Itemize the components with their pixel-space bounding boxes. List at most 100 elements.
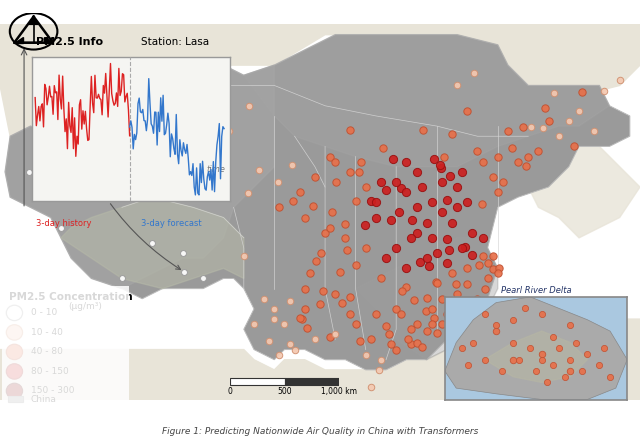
Point (355, 158, 365, 165)
Point (351, 262, 361, 269)
Point (371, 214, 381, 221)
Polygon shape (0, 319, 640, 400)
Point (462, 107, 472, 114)
Point (365, 336, 376, 343)
Point (477, 234, 488, 241)
Point (330, 158, 340, 165)
Point (301, 325, 312, 332)
Point (287, 161, 297, 168)
Text: time: time (207, 165, 225, 174)
Point (571, 339, 581, 346)
Point (355, 338, 365, 345)
Point (493, 265, 504, 272)
Point (254, 166, 264, 173)
Point (376, 356, 386, 363)
Point (518, 124, 528, 131)
Point (284, 297, 294, 304)
Point (198, 275, 208, 282)
Point (275, 204, 285, 211)
Point (526, 124, 536, 131)
Point (376, 275, 386, 282)
Point (442, 260, 452, 267)
Point (462, 265, 472, 272)
Point (351, 321, 361, 328)
Point (394, 209, 404, 216)
Point (284, 341, 294, 348)
Point (127, 153, 137, 160)
Point (337, 299, 348, 306)
Point (427, 234, 437, 241)
Point (491, 328, 501, 335)
Point (331, 178, 341, 185)
Point (548, 362, 558, 369)
Point (412, 321, 422, 328)
Point (264, 338, 275, 345)
Point (432, 279, 442, 286)
Point (147, 240, 157, 247)
Text: 0 - 10: 0 - 10 (31, 308, 57, 318)
Point (371, 311, 381, 318)
Point (275, 351, 285, 358)
Text: Station: Lasa: Station: Lasa (141, 37, 209, 47)
Bar (230, 378, 285, 385)
Point (330, 331, 340, 338)
Point (589, 127, 600, 134)
Point (308, 203, 318, 210)
Point (273, 178, 284, 185)
Point (401, 189, 412, 196)
Point (360, 221, 370, 228)
Point (435, 161, 445, 168)
Point (565, 356, 575, 363)
Point (365, 198, 376, 205)
Point (381, 323, 391, 330)
Polygon shape (0, 25, 640, 136)
Point (287, 198, 298, 205)
Circle shape (6, 383, 22, 399)
Point (429, 155, 439, 162)
Point (391, 178, 401, 185)
Point (269, 316, 280, 323)
Point (384, 331, 394, 338)
Point (559, 373, 570, 380)
Point (422, 254, 432, 261)
Point (406, 326, 417, 333)
Point (476, 201, 486, 208)
Point (300, 214, 310, 221)
Polygon shape (445, 297, 627, 399)
Point (452, 82, 462, 89)
Point (163, 143, 173, 150)
Point (401, 158, 412, 165)
Point (417, 127, 428, 134)
Point (388, 155, 398, 162)
Point (381, 187, 391, 194)
Polygon shape (29, 17, 38, 25)
Point (599, 345, 609, 352)
Point (330, 290, 340, 297)
Text: China: China (31, 395, 56, 403)
Text: 1,000 km: 1,000 km (321, 387, 357, 396)
Point (346, 311, 356, 318)
Point (406, 234, 417, 241)
Point (488, 266, 498, 273)
Polygon shape (244, 35, 609, 167)
Point (289, 346, 300, 353)
Point (378, 145, 388, 152)
Point (86, 148, 97, 155)
Point (493, 153, 503, 160)
Point (525, 345, 536, 352)
Point (65, 193, 76, 200)
Point (452, 321, 462, 328)
Point (325, 224, 335, 231)
Point (417, 184, 427, 191)
Point (574, 107, 584, 114)
Point (318, 287, 328, 294)
Point (401, 265, 412, 272)
Point (452, 290, 462, 297)
Point (548, 89, 559, 96)
Point (424, 263, 434, 270)
Point (542, 379, 552, 386)
Point (239, 253, 249, 260)
Point (457, 311, 467, 318)
Point (427, 321, 437, 328)
Point (143, 124, 154, 131)
